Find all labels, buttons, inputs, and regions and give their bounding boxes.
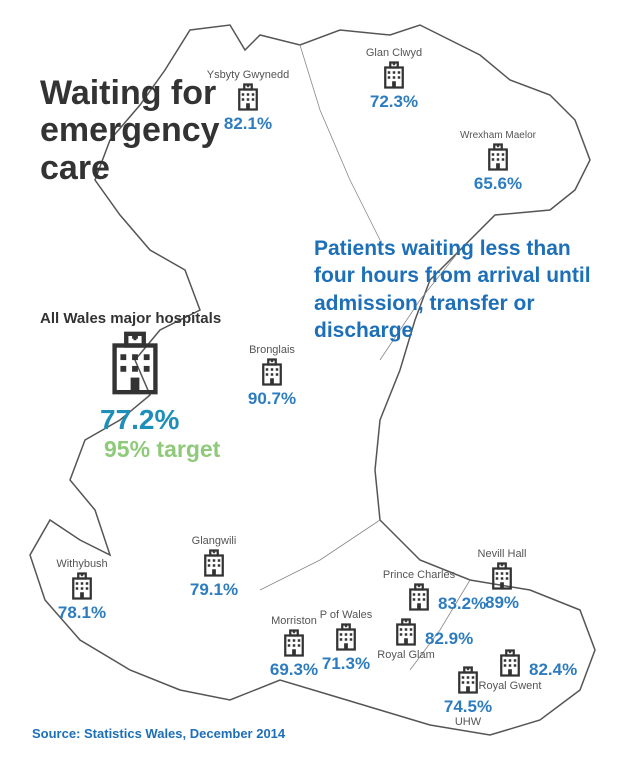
hospital-label: Wrexham Maelor bbox=[460, 130, 536, 141]
hospital-icon bbox=[233, 82, 263, 112]
hospital-icon bbox=[67, 571, 97, 601]
hospital-label: Glan Clwyd bbox=[366, 47, 422, 59]
hospital-icon bbox=[391, 617, 421, 647]
metric-description: Patients waiting less than four hours fr… bbox=[314, 235, 604, 344]
hospital-percent: 69.3% bbox=[270, 660, 318, 680]
hospital-label: Ysbyty Gwynedd bbox=[207, 69, 290, 81]
hospital-percent: 82.1% bbox=[224, 114, 272, 134]
hospital-label: Withybush bbox=[56, 558, 107, 570]
hospital-percent: 82.9% bbox=[425, 629, 473, 649]
hospital-label: Bronglais bbox=[249, 344, 295, 356]
hospital-icon bbox=[279, 628, 309, 658]
hospital-icon bbox=[331, 622, 361, 652]
hospital-percent: 71.3% bbox=[322, 654, 370, 674]
hospital-percent: 65.6% bbox=[474, 174, 522, 194]
hospital-percent: 90.7% bbox=[248, 389, 296, 409]
hospital-icon bbox=[199, 548, 229, 578]
hospital-percent: 78.1% bbox=[58, 603, 106, 623]
hospital-icon bbox=[379, 60, 409, 90]
hospital-percent: 89% bbox=[485, 593, 519, 613]
hospital-percent: 83.2% bbox=[438, 594, 486, 614]
hospital-label: P of Wales bbox=[320, 609, 373, 621]
hospital-label: Morriston bbox=[271, 615, 317, 627]
hospital-icon bbox=[495, 648, 525, 678]
hospital-icon bbox=[404, 582, 434, 612]
summary-hospital-icon bbox=[100, 328, 170, 398]
hospital-percent: 82.4% bbox=[529, 660, 577, 680]
summary-label: All Wales major hospitals bbox=[40, 310, 221, 327]
hospital-icon bbox=[487, 561, 517, 591]
hospital-percent: 79.1% bbox=[190, 580, 238, 600]
hospital-percent: 72.3% bbox=[370, 92, 418, 112]
hospital-label: Royal Glam bbox=[377, 649, 434, 661]
hospital-label: Royal Gwent bbox=[479, 680, 542, 692]
hospital-label: UHW bbox=[455, 716, 481, 728]
hospital-icon bbox=[483, 142, 513, 172]
hospital-label: Prince Charles bbox=[383, 569, 455, 581]
summary-percent: 77.2% bbox=[100, 404, 179, 436]
hospital-label: Glangwili bbox=[192, 535, 237, 547]
summary-target: 95% target bbox=[104, 436, 220, 463]
hospital-percent: 74.5% bbox=[444, 697, 492, 717]
hospital-label: Nevill Hall bbox=[478, 548, 527, 560]
hospital-icon bbox=[257, 357, 287, 387]
source-text: Source: Statistics Wales, December 2014 bbox=[32, 726, 285, 741]
